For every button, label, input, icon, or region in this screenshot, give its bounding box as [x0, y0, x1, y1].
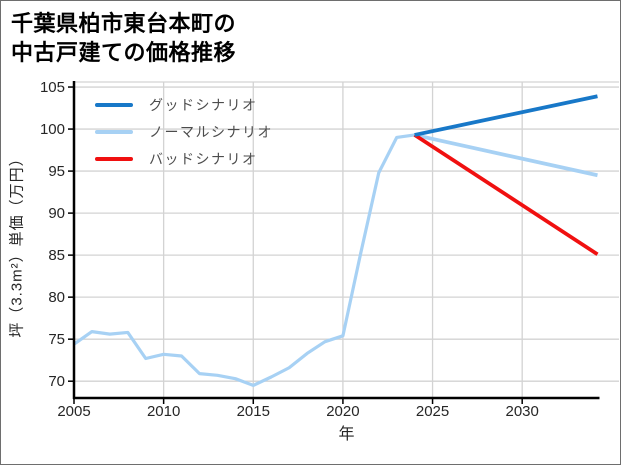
y-tick-label: 90: [48, 205, 65, 222]
bad-scenario-line: [413, 133, 599, 256]
x-tick-label: 2030: [506, 403, 539, 420]
x-tick-label: 2015: [237, 403, 270, 420]
y-tick-label: 95: [48, 163, 65, 180]
good-scenario-line-swatch: [95, 102, 133, 107]
legend: グッドシナリオ ノーマルシナリオ バッドシナリオ: [95, 91, 273, 172]
normal-scenario-line: [414, 133, 598, 178]
y-tick-label: 105: [40, 79, 65, 96]
legend-label: バッドシナリオ: [149, 150, 258, 167]
legend-item-good-scenario: グッドシナリオ: [95, 91, 273, 118]
chart-title-line1: 千葉県柏市東台本町の: [11, 11, 237, 36]
legend-label: グッドシナリオ: [149, 96, 258, 113]
y-tick-label: 80: [48, 289, 65, 306]
x-tick-label: 2025: [416, 403, 449, 420]
x-tick-label: 2010: [147, 403, 180, 420]
y-tick-label: 85: [48, 247, 65, 264]
x-tick-label: 2005: [57, 403, 90, 420]
y-tick-label: 100: [40, 121, 65, 138]
bad-scenario-line-swatch: [95, 156, 133, 161]
legend-item-bad-scenario: バッドシナリオ: [95, 145, 273, 172]
x-tick-label: 2020: [326, 403, 359, 420]
good-scenario-line: [414, 94, 598, 137]
history-price-line: [73, 133, 415, 387]
legend-label: ノーマルシナリオ: [149, 123, 273, 140]
y-axis-title: 坪（3.3m²）単価（万円）: [8, 150, 26, 338]
y-tick-label: 75: [48, 331, 65, 348]
legend-item-normal-scenario: ノーマルシナリオ: [95, 118, 273, 145]
y-tick-label: 70: [48, 373, 65, 390]
chart-title: 千葉県柏市東台本町の 中古戸建ての価格推移: [11, 9, 236, 68]
chart-title-line2: 中古戸建ての価格推移: [11, 40, 237, 66]
normal-scenario-line-swatch: [95, 129, 133, 134]
x-axis-title: 年: [338, 426, 355, 443]
